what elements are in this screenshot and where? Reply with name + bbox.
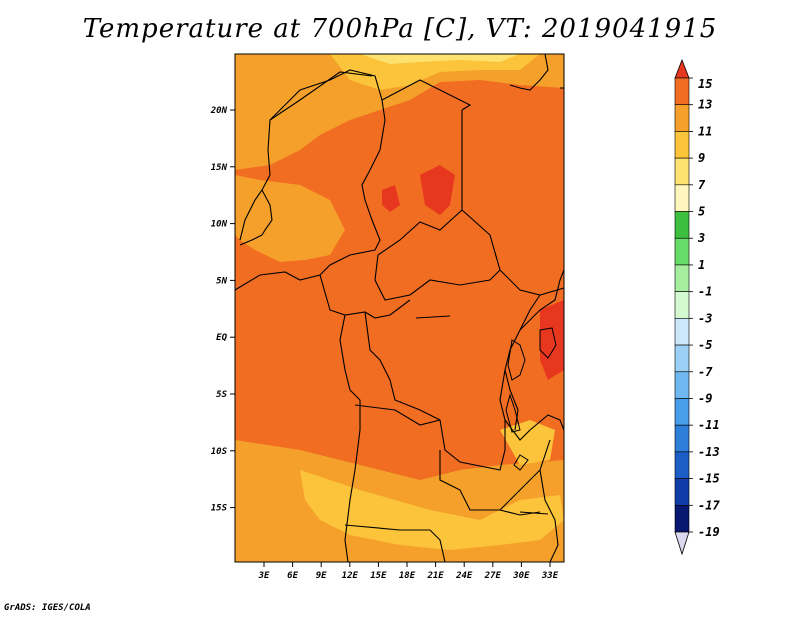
colorbar-min-arrow	[674, 531, 690, 556]
colorbar-segment	[674, 264, 690, 292]
colorbar-label: -11	[698, 418, 720, 432]
lon-tick-label: 9E	[316, 571, 327, 581]
colorbar-label: 3	[697, 231, 705, 245]
colorbar-segment	[674, 184, 690, 212]
colorbar-segment	[674, 131, 690, 159]
field-band-north-inner	[330, 54, 540, 90]
lon-tick-label: 3E	[258, 571, 270, 581]
colorbar-label: 5	[698, 205, 705, 219]
colorbar-label: 11	[698, 124, 712, 138]
field-hot-2	[382, 185, 400, 212]
map-frame	[234, 53, 565, 563]
field-hot-1	[420, 165, 455, 215]
colorbar-label: -3	[698, 311, 712, 325]
colorbar-label: -9	[698, 391, 712, 405]
colorbar-segment	[674, 371, 690, 399]
colorbar-label: 15	[698, 77, 712, 91]
colorbar-segment	[674, 478, 690, 506]
lon-tick-label: 15E	[370, 571, 387, 581]
longitude-axis: 3E 6E 9E 12E 15E 18E 21E 24E 27E 30E 33E	[258, 562, 559, 581]
lon-tick-label: 24E	[455, 571, 473, 581]
colorbar-label: -19	[698, 525, 720, 539]
colorbar-max-arrow	[674, 58, 690, 79]
colorbar-segment	[674, 344, 690, 373]
colorbar-segment	[674, 318, 690, 346]
lat-tick-label: 5S	[216, 390, 227, 400]
lon-tick-label: 30E	[512, 571, 530, 581]
latitude-axis: 20N 15N 10N 5N EQ 5S 10S 15S	[210, 106, 235, 514]
colorbar-segment	[674, 291, 690, 319]
colorbar: 15 13 11 9 7 5 3 1 -1 -3 -5 -7 -9 -11 -13 -15 -17 -19	[674, 58, 720, 556]
field-band-north-core	[360, 54, 520, 64]
colorbar-label: -17	[698, 498, 720, 512]
lat-tick-label: 10S	[211, 447, 228, 457]
lat-tick-label: 5N	[216, 276, 227, 286]
colorbar-segment	[674, 237, 690, 266]
colorbar-label: -1	[698, 285, 712, 299]
colorbar-segment	[674, 504, 690, 533]
field-band-south-inner	[300, 470, 564, 550]
lat-tick-label: EQ	[216, 333, 227, 343]
temperature-map	[234, 53, 565, 563]
colorbar-label: -15	[698, 472, 720, 486]
colorbar-segment	[674, 211, 690, 239]
lon-tick-label: 18E	[399, 571, 416, 581]
colorbar-label: 1	[698, 258, 705, 272]
colorbar-segment	[674, 77, 690, 106]
field-patch-west	[235, 175, 345, 262]
colorbar-segment	[674, 157, 690, 186]
colorbar-label: 9	[698, 151, 705, 165]
lon-tick-label: 6E	[287, 571, 298, 581]
colorbar-segment	[674, 424, 690, 453]
colorbar-segment	[674, 104, 690, 132]
lat-tick-label: 15N	[211, 163, 228, 173]
field-band-north	[235, 54, 564, 170]
credit-text: GrADS: IGES/COLA	[4, 603, 91, 613]
colorbar-label: 7	[698, 178, 706, 192]
lon-tick-label: 33E	[541, 571, 559, 581]
colorbar-segment	[674, 451, 690, 479]
lat-tick-label: 15S	[211, 504, 228, 514]
lon-tick-label: 27E	[484, 571, 502, 581]
colorbar-label: -13	[698, 445, 720, 459]
colorbar-label: -5	[698, 338, 712, 352]
colorbar-label: 13	[698, 98, 712, 112]
chart-title: Temperature at 700hPa [C], VT: 201904191…	[82, 14, 718, 44]
lon-tick-label: 21E	[426, 571, 444, 581]
colorbar-segment	[674, 398, 690, 426]
lat-tick-label: 20N	[210, 106, 228, 116]
colorbar-label: -7	[698, 365, 713, 379]
lakes	[415, 315, 557, 515]
lat-tick-label: 10N	[211, 220, 228, 230]
lon-tick-label: 12E	[342, 571, 359, 581]
country-borders	[234, 53, 565, 563]
field-hot-3	[540, 300, 564, 380]
